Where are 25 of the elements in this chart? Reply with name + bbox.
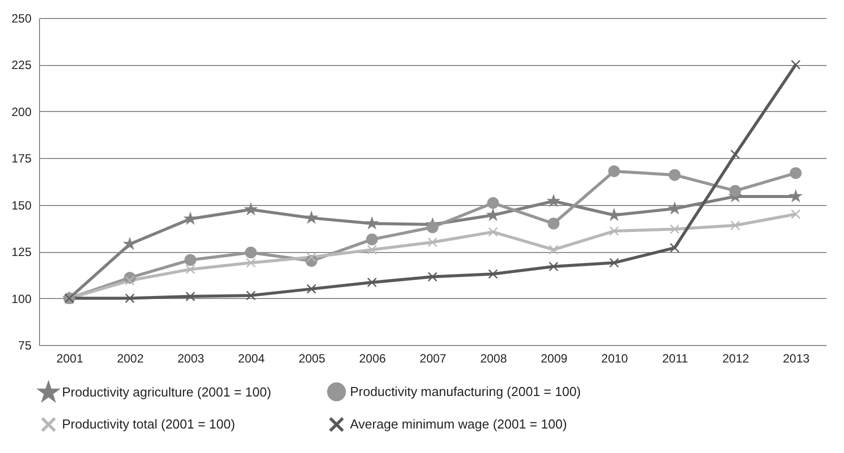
legend-label: Productivity total (2001 = 100) [62, 416, 236, 432]
x-tick-label: 2008 [480, 352, 508, 366]
x-tick-label: 2005 [298, 352, 326, 366]
x-tick-label: 2010 [601, 352, 628, 366]
y-tick-label: 150 [11, 198, 32, 212]
x-tick-label: 2007 [420, 352, 447, 366]
x-tick-label: 2006 [359, 352, 386, 366]
y-tick-label: 175 [11, 152, 32, 166]
x-tick-label: 2003 [177, 352, 205, 366]
legend-label: Average minimum wage (2001 = 100) [350, 416, 567, 432]
x-tick-label: 2012 [722, 352, 750, 366]
x-tick-label: 2001 [56, 352, 84, 366]
legend-label: Productivity agriculture (2001 = 100) [62, 384, 272, 400]
x-tick-label: 2004 [238, 352, 266, 366]
x-tick-label: 2011 [662, 352, 688, 366]
x-tick-label: 2013 [782, 352, 810, 366]
legend-label: Productivity manufacturing (2001 = 100) [350, 384, 581, 399]
x-tick-label: 2002 [116, 352, 144, 366]
y-tick-label: 100 [11, 292, 32, 306]
x-tick-label: 2009 [540, 352, 568, 366]
y-tick-label: 200 [11, 104, 32, 119]
y-tick-label: 75 [18, 338, 32, 352]
y-tick-label: 250 [11, 12, 32, 26]
y-tick-label: 125 [11, 245, 32, 260]
y-tick-label: 225 [11, 58, 32, 72]
